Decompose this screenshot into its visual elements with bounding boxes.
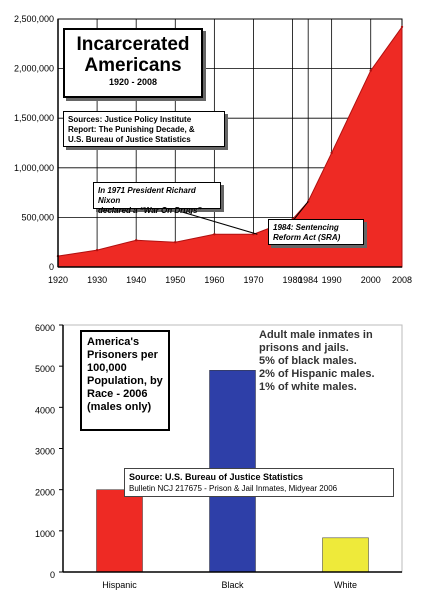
x-tick-label: 2008 bbox=[392, 275, 412, 285]
area-data-point bbox=[369, 69, 372, 72]
inmate-notes: Adult male inmates in prisons and jails.… bbox=[259, 329, 399, 394]
x-tick-label: 1970 bbox=[243, 275, 263, 285]
sra-leader-line bbox=[291, 201, 309, 223]
y-tick-label: 1,000,000 bbox=[14, 163, 54, 173]
bar-title-line: America's bbox=[87, 336, 140, 348]
area-data-point bbox=[213, 233, 216, 236]
sources-line: Sources: Justice Policy Institute bbox=[68, 115, 192, 124]
chart-title-line-2: Americans bbox=[84, 55, 182, 76]
chart-subtitle: 1920 - 2008 bbox=[108, 77, 158, 87]
bar-source-box: Source: U.S. Bureau of Justice Statistic… bbox=[124, 468, 394, 497]
annotation-line: declared a “War On Drugs” bbox=[98, 206, 202, 215]
bar-y-tick-label: 3000 bbox=[35, 447, 55, 457]
bar-title-line: Prisoners per bbox=[87, 349, 158, 361]
x-tick-label: 1950 bbox=[165, 275, 185, 285]
sources-line: Report: The Punishing Decade, & bbox=[68, 125, 195, 134]
x-tick-label: 1990 bbox=[322, 275, 342, 285]
bar-y-tick-label: 4000 bbox=[35, 405, 55, 415]
y-tick-label: 0 bbox=[49, 262, 54, 272]
y-tick-label: 2,000,000 bbox=[14, 64, 54, 74]
note-line: prisons and jails. bbox=[259, 342, 349, 354]
annotation-line: Reform Act (SRA) bbox=[273, 233, 341, 242]
nixon-leader-line bbox=[171, 208, 258, 235]
x-tick-label: 1960 bbox=[204, 275, 224, 285]
bar-y-tick-label: 6000 bbox=[35, 323, 55, 333]
y-tick-label: 2,500,000 bbox=[14, 14, 54, 24]
x-tick-label: 1940 bbox=[126, 275, 146, 285]
x-tick-label: 1984 bbox=[298, 275, 318, 285]
bar-white bbox=[322, 537, 369, 573]
bar-y-tick-label: 2000 bbox=[35, 488, 55, 498]
area-data-point bbox=[134, 239, 138, 242]
bar-source-detail: Bulletin NCJ 217675 - Prison & Jail Inma… bbox=[129, 484, 338, 493]
bar-category-label: Black bbox=[221, 580, 244, 590]
area-data-point bbox=[400, 25, 404, 29]
chart-title-box: Incarcerated Americans 1920 - 2008 bbox=[63, 28, 203, 98]
x-tick-label: 2000 bbox=[361, 275, 381, 285]
y-tick-label: 1,500,000 bbox=[14, 113, 54, 123]
x-tick-label: 1980 bbox=[283, 275, 303, 285]
note-line: 2% of Hispanic males. bbox=[259, 368, 375, 380]
y-tick-label: 500,000 bbox=[21, 212, 54, 222]
note-line: Adult male inmates in bbox=[259, 329, 373, 341]
chart-title-line-1: Incarcerated bbox=[76, 34, 190, 55]
nixon-annotation: In 1971 President Richard Nixon declared… bbox=[93, 182, 221, 215]
area-data-point bbox=[174, 241, 177, 244]
bar-title-line: (males only) bbox=[87, 401, 152, 413]
annotation-line: 1984: Sentencing bbox=[273, 223, 339, 232]
note-line: 5% of black males. bbox=[259, 355, 357, 367]
bar-y-tick-label: 1000 bbox=[35, 529, 55, 539]
annotation-line: In 1971 President Richard Nixon bbox=[98, 186, 196, 205]
x-tick-label: 1930 bbox=[87, 275, 107, 285]
sra-annotation: 1984: Sentencing Reform Act (SRA) bbox=[268, 219, 364, 245]
x-tick-label: 1920 bbox=[48, 275, 68, 285]
bar-title-line: Population, by bbox=[87, 375, 163, 387]
bar-chart-title-box: America's Prisoners per 100,000 Populati… bbox=[80, 330, 170, 431]
bar-category-label: Hispanic bbox=[102, 580, 137, 590]
bar-hispanic bbox=[96, 489, 143, 573]
sources-line: U.S. Bureau of Justice Statistics bbox=[68, 135, 191, 144]
area-data-point bbox=[95, 248, 99, 252]
bar-title-line: Race - 2006 bbox=[87, 388, 148, 400]
bar-y-tick-label: 5000 bbox=[35, 364, 55, 374]
note-line: 1% of white males. bbox=[259, 381, 357, 393]
bar-category-label: White bbox=[334, 580, 357, 590]
area-data-point bbox=[330, 151, 333, 155]
bar-title-line: 100,000 bbox=[87, 362, 127, 374]
bar-y-tick-label: 0 bbox=[50, 570, 55, 580]
bar-source: Source: U.S. Bureau of Justice Statistic… bbox=[129, 472, 304, 482]
sources-box: Sources: Justice Policy Institute Report… bbox=[63, 111, 225, 147]
